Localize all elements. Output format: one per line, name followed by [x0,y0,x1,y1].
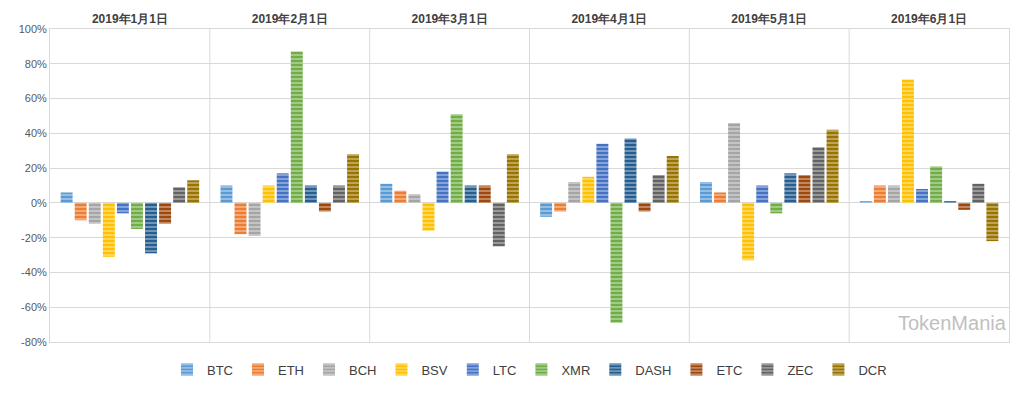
svg-text:100%: 100% [19,23,47,35]
svg-text:BCH: BCH [349,363,376,378]
svg-text:20%: 20% [25,162,47,174]
svg-text:-20%: -20% [21,232,47,244]
svg-text:2019年3月1日: 2019年3月1日 [412,12,488,26]
svg-text:ETC: ETC [716,363,742,378]
svg-text:DASH: DASH [635,363,671,378]
svg-text:0%: 0% [31,197,47,209]
svg-text:2019年2月1日: 2019年2月1日 [252,12,328,26]
svg-text:BSV: BSV [421,363,447,378]
svg-text:60%: 60% [25,92,47,104]
svg-text:2019年1月1日: 2019年1月1日 [92,12,168,26]
svg-text:DCR: DCR [858,363,886,378]
svg-text:-80%: -80% [21,336,47,348]
svg-text:XMR: XMR [561,363,590,378]
svg-text:2019年6月1日: 2019年6月1日 [891,12,967,26]
svg-text:40%: 40% [25,127,47,139]
svg-text:ETH: ETH [278,363,304,378]
svg-text:2019年4月1日: 2019年4月1日 [571,12,647,26]
svg-text:TokenMania: TokenMania [898,312,1007,334]
svg-text:LTC: LTC [493,363,517,378]
svg-text:80%: 80% [25,58,47,70]
svg-text:-40%: -40% [21,266,47,278]
svg-text:-60%: -60% [21,301,47,313]
svg-text:2019年5月1日: 2019年5月1日 [731,12,807,26]
svg-text:BTC: BTC [207,363,233,378]
svg-text:ZEC: ZEC [787,363,813,378]
